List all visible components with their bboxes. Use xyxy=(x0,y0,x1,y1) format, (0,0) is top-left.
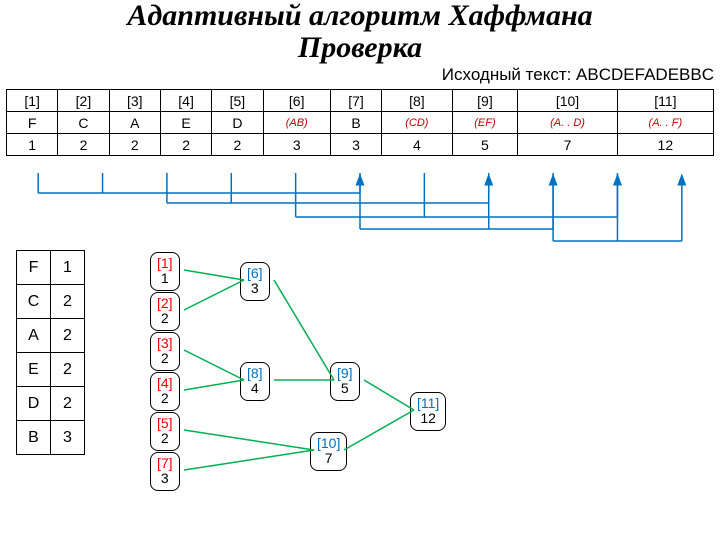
freq-cell: 2 xyxy=(51,285,85,319)
tree-node: [5]2 xyxy=(150,412,180,451)
table-header-cell: [10] xyxy=(518,90,617,112)
freq-cell: 3 xyxy=(51,421,85,455)
freq-cell: B xyxy=(17,421,51,455)
node-value: 2 xyxy=(157,351,173,366)
node-index: [6] xyxy=(247,266,263,281)
tree-node: [3]2 xyxy=(150,332,180,371)
node-index: [5] xyxy=(157,416,173,431)
freq-cell: 2 xyxy=(51,353,85,387)
node-index: [4] xyxy=(157,376,173,391)
table-header-cell: [5] xyxy=(212,90,263,112)
tree-node: [1]1 xyxy=(150,252,180,291)
table-header-cell: [4] xyxy=(160,90,211,112)
table-char-cell: E xyxy=(160,112,211,134)
table-char-cell: (AB) xyxy=(263,112,330,134)
table-header-cell: [7] xyxy=(330,90,381,112)
table-header-cell: [9] xyxy=(452,90,518,112)
title-line2: Проверка xyxy=(0,32,720,64)
table-char-cell: F xyxy=(7,112,58,134)
node-value: 2 xyxy=(157,431,173,446)
table-count-cell: 2 xyxy=(160,134,211,156)
subtitle: Исходный текст: ABCDEFADEBBC xyxy=(0,65,720,85)
node-index: [11] xyxy=(417,396,439,411)
table-char-cell: D xyxy=(212,112,263,134)
node-index: [8] xyxy=(247,366,263,381)
node-value: 12 xyxy=(417,411,439,426)
freq-cell: E xyxy=(17,353,51,387)
table-count-cell: 2 xyxy=(58,134,109,156)
page-title: Адаптивный алгоритм Хаффмана Проверка xyxy=(0,0,720,63)
tree-node: [2]2 xyxy=(150,292,180,331)
tree-node: [4]2 xyxy=(150,372,180,411)
freq-cell: A xyxy=(17,319,51,353)
node-index: [9] xyxy=(337,366,353,381)
table-char-cell: (A. . D) xyxy=(518,112,617,134)
node-index: [2] xyxy=(157,296,173,311)
node-value: 4 xyxy=(247,381,263,396)
table-count-cell: 3 xyxy=(263,134,330,156)
table-char-cell: (EF) xyxy=(452,112,518,134)
freq-cell: C xyxy=(17,285,51,319)
freq-cell: 2 xyxy=(51,319,85,353)
node-index: [7] xyxy=(157,456,173,471)
node-value: 2 xyxy=(157,391,173,406)
tree-node: [11]12 xyxy=(410,392,446,431)
table-count-cell: 4 xyxy=(382,134,452,156)
table-char-cell: B xyxy=(330,112,381,134)
node-value: 1 xyxy=(157,271,173,286)
table-char-cell: C xyxy=(58,112,109,134)
freq-cell: F xyxy=(17,251,51,285)
freq-cell: 2 xyxy=(51,387,85,421)
node-index: [1] xyxy=(157,256,173,271)
tree-node: [10]7 xyxy=(310,432,347,471)
tree-node: [7]3 xyxy=(150,452,180,491)
node-value: 7 xyxy=(317,451,340,466)
table-count-cell: 3 xyxy=(330,134,381,156)
left-table: F1C2A2E2D2B3 xyxy=(16,250,85,455)
node-value: 3 xyxy=(247,281,263,296)
table-count-cell: 12 xyxy=(617,134,713,156)
main-table: [1][2][3][4][5][6][7][8][9][10][11] FCAE… xyxy=(6,89,714,156)
tree-node: [6]3 xyxy=(240,262,270,301)
table-header-cell: [8] xyxy=(382,90,452,112)
freq-cell: D xyxy=(17,387,51,421)
table-count-cell: 2 xyxy=(109,134,160,156)
tree-node: [9]5 xyxy=(330,362,360,401)
node-value: 5 xyxy=(337,381,353,396)
tree-node: [8]4 xyxy=(240,362,270,401)
node-value: 2 xyxy=(157,311,173,326)
table-char-cell: (CD) xyxy=(382,112,452,134)
node-index: [3] xyxy=(157,336,173,351)
table-header-cell: [1] xyxy=(7,90,58,112)
table-count-cell: 7 xyxy=(518,134,617,156)
table-header-cell: [11] xyxy=(617,90,713,112)
node-value: 3 xyxy=(157,471,173,486)
table-count-cell: 2 xyxy=(212,134,263,156)
table-char-cell: A xyxy=(109,112,160,134)
freq-cell: 1 xyxy=(51,251,85,285)
table-header-cell: [6] xyxy=(263,90,330,112)
title-line1: Адаптивный алгоритм Хаффмана xyxy=(0,0,720,32)
table-header-cell: [3] xyxy=(109,90,160,112)
node-index: [10] xyxy=(317,436,340,451)
table-header-cell: [2] xyxy=(58,90,109,112)
table-count-cell: 5 xyxy=(452,134,518,156)
table-char-cell: (A. . F) xyxy=(617,112,713,134)
table-count-cell: 1 xyxy=(7,134,58,156)
